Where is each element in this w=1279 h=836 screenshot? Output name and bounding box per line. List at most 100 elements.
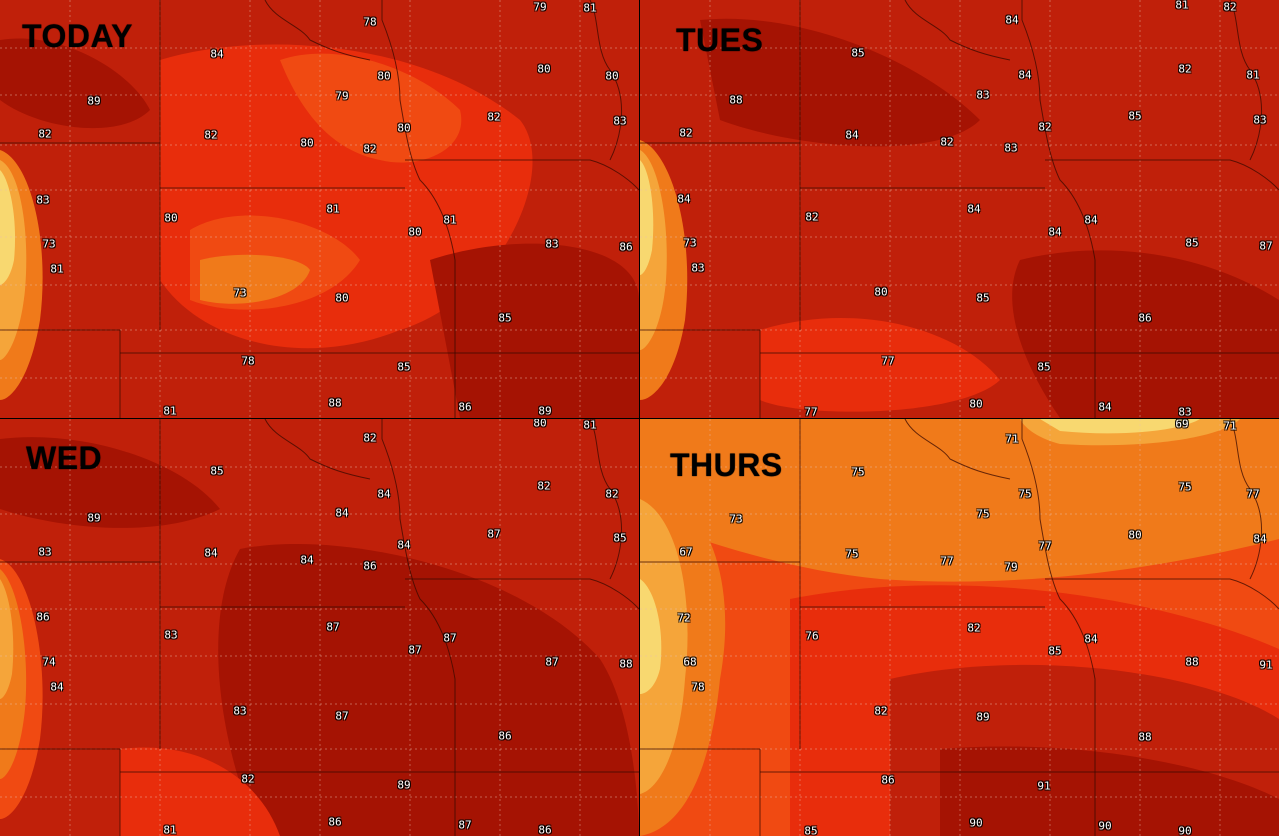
temperature-value: 84: [845, 128, 859, 142]
temperature-value: 80: [874, 285, 888, 299]
temperature-value: 82: [1223, 0, 1237, 14]
temperature-value: 80: [408, 225, 422, 239]
temperature-value: 82: [537, 479, 551, 493]
temperature-value: 85: [1185, 236, 1199, 250]
temperature-value: 82: [605, 487, 619, 501]
day-label-wed: WED: [26, 440, 103, 476]
temperature-value: 85: [498, 311, 512, 325]
map-panel-thurs: THURS 71 69 71 75 75 75 77 73 75 80 84 67 75 77 77 79 72…: [640, 419, 1279, 836]
temperature-value: 87: [335, 709, 349, 723]
temperature-value: 83: [976, 88, 990, 102]
day-label-today: TODAY: [22, 18, 133, 54]
temperature-value: 86: [881, 773, 895, 787]
temperature-value: 85: [804, 824, 818, 836]
temperature-value: 73: [729, 512, 743, 526]
temperature-value: 87: [1259, 239, 1273, 253]
temperature-value: 91: [1259, 658, 1273, 672]
temperature-value: 81: [443, 213, 457, 227]
temperature-value: 78: [363, 15, 377, 29]
temperature-value: 85: [1037, 360, 1051, 374]
temperature-value: 80: [969, 397, 983, 411]
temperature-value: 75: [851, 465, 865, 479]
temperature-value: 82: [204, 128, 218, 142]
temperature-value: 86: [538, 823, 552, 836]
temperature-value: 81: [583, 419, 597, 432]
temperature-value: 87: [487, 527, 501, 541]
temperature-value: 81: [1246, 68, 1260, 82]
temperature-region: [0, 38, 150, 129]
day-label-tues: TUES: [676, 22, 764, 58]
temperature-value: 84: [1084, 632, 1098, 646]
temperature-value: 84: [1018, 68, 1032, 82]
map-panel-today: TODAY 78 79 81 84 80 80 80 89 79 82 83 82 82 80 80 82 83…: [0, 0, 639, 418]
temperature-value: 84: [1253, 532, 1267, 546]
temperature-value: 84: [335, 506, 349, 520]
state-boundary: [381, 419, 456, 836]
temperature-value: 81: [1175, 0, 1189, 12]
temperature-value: 79: [533, 0, 547, 14]
temperature-value: 89: [87, 511, 101, 525]
temperature-value: 89: [976, 710, 990, 724]
temperature-region: [1012, 250, 1279, 418]
temperature-value: 84: [967, 202, 981, 216]
temperature-region: [640, 499, 688, 794]
state-boundary: [1021, 419, 1096, 836]
temperature-value: 80: [377, 69, 391, 83]
temperature-value: 88: [619, 657, 633, 671]
temperature-value: 86: [36, 610, 50, 624]
temperature-value: 79: [335, 89, 349, 103]
temperature-value: 84: [1084, 213, 1098, 227]
state-boundary: [381, 0, 456, 418]
temperature-value: 89: [538, 404, 552, 418]
temperature-value: 80: [397, 121, 411, 135]
temperature-value: 81: [163, 823, 177, 836]
temperature-region: [0, 437, 220, 528]
temperature-value: 90: [1098, 819, 1112, 833]
temperature-value: 85: [851, 46, 865, 60]
state-boundary: [1229, 0, 1263, 161]
temperature-value: 86: [363, 559, 377, 573]
temperature-value: 87: [443, 631, 457, 645]
temperature-value: 82: [967, 621, 981, 635]
temperature-region: [0, 579, 14, 699]
temperature-value: 76: [805, 629, 819, 643]
temperature-value: 82: [940, 135, 954, 149]
temperature-value: 84: [377, 487, 391, 501]
temperature-value: 80: [533, 419, 547, 430]
temperature-value: 80: [335, 291, 349, 305]
temperature-value: 84: [1005, 13, 1019, 27]
temperature-value: 81: [326, 202, 340, 216]
temperature-field: [640, 0, 1279, 418]
temperature-value: 84: [50, 680, 64, 694]
temperature-field: [640, 419, 1279, 836]
temperature-value: 81: [50, 262, 64, 276]
temperature-value: 83: [545, 237, 559, 251]
temperature-value: 82: [487, 110, 501, 124]
state-boundary: [264, 0, 371, 61]
temperature-value: 88: [1138, 730, 1152, 744]
temperature-value: 75: [1178, 480, 1192, 494]
temperature-value: 86: [458, 400, 472, 414]
temperature-value: 86: [619, 240, 633, 254]
temperature-value: 71: [1005, 432, 1019, 446]
temperature-value: 86: [1138, 311, 1152, 325]
temperature-value: 80: [537, 62, 551, 76]
temperature-value: 87: [545, 655, 559, 669]
temperature-value: 84: [397, 538, 411, 552]
temperature-field: [0, 419, 639, 836]
temperature-value: 83: [233, 704, 247, 718]
temperature-value: 83: [691, 261, 705, 275]
temperature-value: 87: [326, 620, 340, 634]
temperature-value: 83: [1004, 141, 1018, 155]
temperature-value: 67: [679, 545, 693, 559]
temperature-value: 81: [583, 1, 597, 15]
temperature-value: 72: [677, 611, 691, 625]
state-boundary: [1229, 419, 1263, 580]
temperature-value: 82: [363, 431, 377, 445]
temperature-value: 83: [164, 628, 178, 642]
temperature-value: 84: [300, 553, 314, 567]
temperature-value: 86: [328, 815, 342, 829]
temperature-value: 89: [87, 94, 101, 108]
temperature-value: 77: [940, 554, 954, 568]
